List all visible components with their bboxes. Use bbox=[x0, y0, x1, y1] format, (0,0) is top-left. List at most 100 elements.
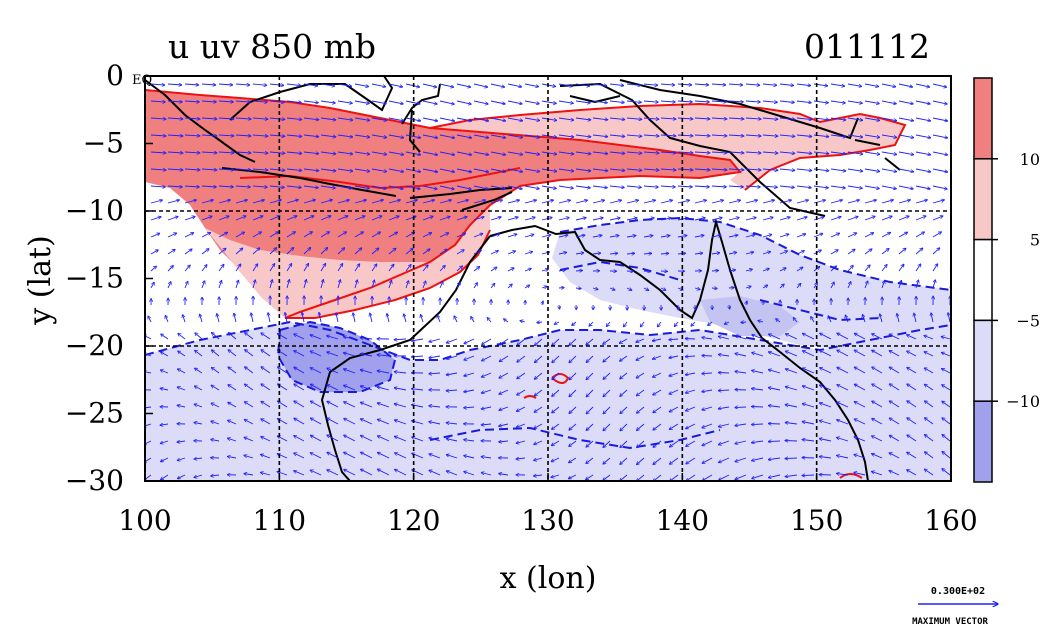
wind-vector bbox=[286, 248, 294, 255]
wind-vector bbox=[830, 250, 838, 255]
wind-vector bbox=[507, 100, 522, 104]
wind-vector bbox=[429, 422, 441, 425]
wind-vector bbox=[145, 371, 152, 373]
wind-vector bbox=[194, 386, 203, 391]
wind-vector bbox=[261, 454, 271, 459]
wind-vector bbox=[854, 437, 866, 442]
wind-vector bbox=[490, 234, 500, 238]
wind-vector bbox=[354, 83, 369, 87]
wind-vector bbox=[745, 101, 760, 102]
wind-vector bbox=[847, 151, 863, 154]
wind-vector bbox=[752, 353, 764, 357]
wind-vector bbox=[504, 319, 509, 323]
wind-vector bbox=[551, 474, 560, 477]
wind-vector bbox=[395, 453, 407, 459]
wind-vector bbox=[286, 118, 302, 120]
wind-vector bbox=[949, 134, 951, 136]
wind-vector bbox=[167, 118, 183, 119]
wind-vector bbox=[148, 316, 152, 323]
wind-vector bbox=[711, 200, 724, 204]
vector-legend-label: MAXIMUM VECTOR bbox=[912, 617, 988, 627]
wind-vector bbox=[609, 200, 622, 204]
wind-vector bbox=[227, 438, 237, 442]
x-tick-label: 120 bbox=[387, 504, 440, 537]
wind-vector bbox=[881, 83, 896, 87]
wind-vector bbox=[592, 100, 607, 103]
wind-vector bbox=[915, 134, 931, 138]
wind-vector bbox=[294, 401, 305, 408]
wind-vector bbox=[371, 200, 383, 204]
wind-vector bbox=[854, 455, 866, 459]
wind-vector bbox=[320, 83, 335, 86]
wind-vector bbox=[195, 350, 203, 357]
wind-vector bbox=[942, 418, 951, 425]
wind-vector bbox=[320, 263, 326, 272]
wind-vector bbox=[211, 403, 220, 408]
wind-vector bbox=[898, 185, 913, 189]
wind-vector bbox=[177, 441, 186, 442]
wind-vector bbox=[456, 134, 472, 138]
coast-lesser-sunda bbox=[409, 187, 513, 199]
wind-vector bbox=[201, 152, 217, 153]
wind-vector bbox=[286, 200, 298, 204]
wind-vector bbox=[837, 455, 849, 459]
y-tick-label: −25 bbox=[65, 397, 124, 430]
wind-vector bbox=[160, 370, 169, 374]
wind-vector bbox=[211, 367, 220, 374]
wind-vector bbox=[702, 373, 713, 374]
y-tick-label: −20 bbox=[65, 329, 124, 362]
wind-vector bbox=[456, 282, 460, 289]
wind-vector bbox=[719, 457, 730, 463]
wind-vector bbox=[677, 135, 693, 136]
wind-vector bbox=[796, 135, 812, 137]
wind-vector bbox=[724, 322, 730, 324]
wind-vector bbox=[872, 384, 883, 391]
wind-vector bbox=[845, 315, 849, 323]
wind-vector bbox=[745, 286, 751, 288]
wind-vector bbox=[711, 169, 727, 170]
wind-vector bbox=[524, 83, 539, 87]
wind-vector bbox=[718, 354, 730, 356]
wind-vector bbox=[643, 84, 658, 85]
wind-vector bbox=[620, 406, 628, 414]
wind-vector bbox=[660, 218, 671, 221]
wind-vector bbox=[854, 402, 866, 408]
wind-vector bbox=[813, 217, 824, 221]
wind-vector bbox=[446, 355, 458, 359]
wind-vector bbox=[320, 216, 331, 221]
wind-vector bbox=[439, 282, 443, 289]
wind-vector bbox=[145, 353, 152, 357]
wind-vector bbox=[320, 100, 335, 103]
wind-vector bbox=[388, 83, 403, 87]
wind-vector bbox=[718, 423, 730, 427]
wind-vector bbox=[327, 336, 339, 340]
y-tick-label: −5 bbox=[83, 127, 124, 160]
wind-vector bbox=[422, 200, 435, 204]
wind-vector bbox=[429, 373, 441, 374]
wind-vector bbox=[694, 186, 709, 187]
y-tick-labels: 0 −5 −10 −15 −20 −25 −30 bbox=[65, 59, 153, 497]
wind-vector bbox=[762, 101, 777, 102]
wind-vector bbox=[252, 280, 255, 289]
wind-vector bbox=[847, 233, 857, 238]
wind-vector bbox=[167, 135, 183, 136]
wind-vector bbox=[201, 118, 217, 119]
wind-vector bbox=[327, 385, 339, 391]
wind-vector bbox=[660, 169, 676, 170]
wind-vector bbox=[371, 280, 375, 289]
wind-vector bbox=[194, 458, 203, 459]
wind-vector bbox=[177, 369, 186, 374]
wind-vector bbox=[586, 389, 594, 397]
wind-vector bbox=[735, 424, 747, 426]
wind-vector bbox=[677, 169, 693, 170]
wind-vector bbox=[446, 423, 458, 424]
wind-vector bbox=[741, 322, 747, 323]
wind-vector bbox=[796, 200, 809, 204]
wind-vector bbox=[847, 168, 863, 171]
wind-vector bbox=[244, 402, 254, 408]
wind-vector bbox=[603, 457, 611, 464]
wind-vector bbox=[942, 369, 951, 374]
wind-vector bbox=[728, 84, 743, 85]
wind-vector bbox=[473, 234, 483, 238]
wind-vector bbox=[310, 401, 322, 408]
